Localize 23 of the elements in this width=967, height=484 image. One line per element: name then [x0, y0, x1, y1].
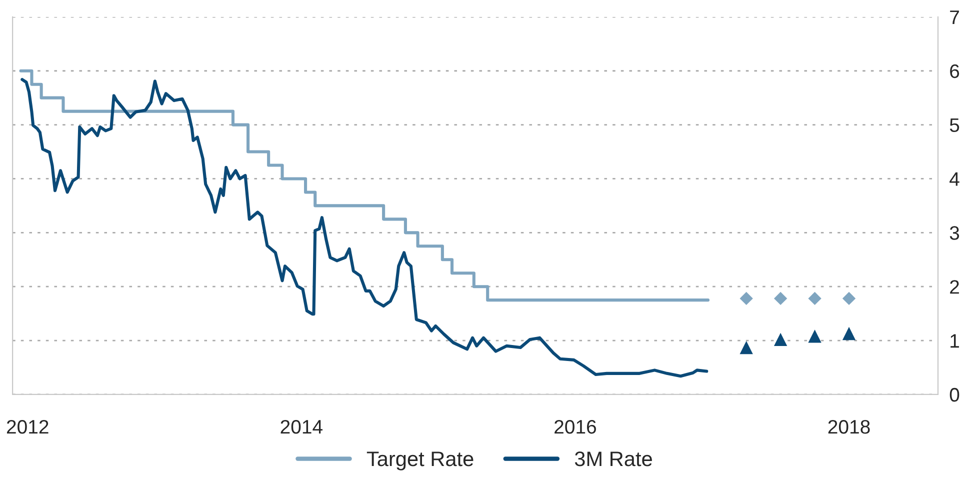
y-tick-label: 4: [950, 172, 960, 186]
point: [808, 330, 822, 343]
y-tick-label: 6: [950, 64, 960, 78]
line-series: [20, 78, 708, 378]
x-tick-label: 2016: [554, 420, 596, 434]
point: [808, 292, 822, 306]
y-tick-label: 1: [950, 334, 959, 348]
point: [842, 292, 856, 306]
y-tick-label: 2: [950, 280, 959, 294]
point: [740, 292, 753, 306]
legend-label: 3M Rate: [574, 452, 652, 466]
legend-label: Target Rate: [366, 452, 474, 470]
y-tick-label: 5: [950, 118, 960, 132]
point: [740, 340, 753, 354]
x-tick-label: 2018: [828, 420, 870, 434]
point: [842, 326, 856, 340]
y-tick-label: 3: [950, 226, 960, 240]
x-tick-label: 2012: [6, 420, 48, 434]
y-tick-label: 0: [950, 388, 960, 402]
y-tick-label: 7: [950, 10, 959, 24]
x-tick-label: 2014: [280, 420, 322, 434]
point: [774, 292, 788, 306]
point: [774, 332, 788, 346]
